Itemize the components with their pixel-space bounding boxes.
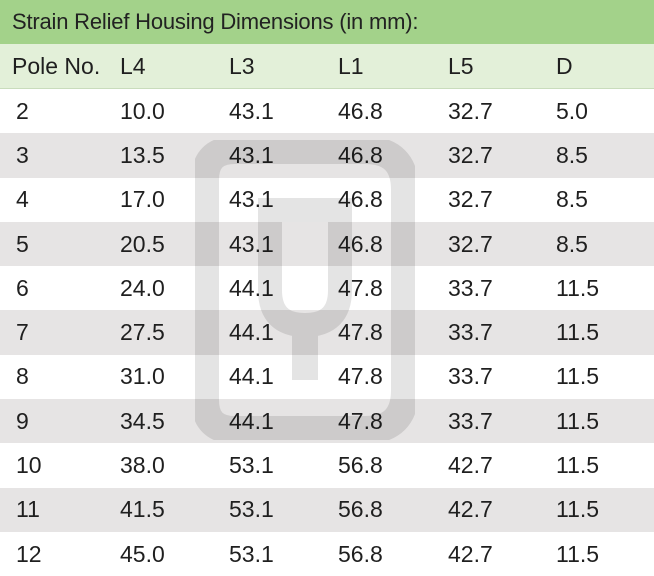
cell-l3: 44.1 [229,319,274,346]
cell-l3: 43.1 [229,230,274,257]
table-body: 2 10.0 43.1 46.8 32.7 5.0 3 13.5 43.1 46… [0,89,654,576]
cell-l4: 38.0 [120,452,165,479]
column-header-l3: L3 [229,52,255,79]
column-header-pole-no: Pole No. [12,52,101,79]
table-header-row: Pole No. L4 L3 L1 L5 D [0,44,654,89]
cell-l3: 53.1 [229,496,274,523]
cell-pole-no: 9 [16,407,29,434]
cell-pole-no: 12 [16,540,42,567]
cell-l1: 46.8 [338,141,383,168]
cell-l4: 45.0 [120,540,165,567]
cell-d: 11.5 [556,407,600,434]
cell-pole-no: 11 [16,496,40,523]
cell-d: 5.0 [556,97,588,124]
cell-l5: 32.7 [448,230,493,257]
cell-l3: 53.1 [229,540,274,567]
table-row: 5 20.5 43.1 46.8 32.7 8.5 [0,221,654,267]
column-header-l5: L5 [448,52,474,79]
cell-l4: 34.5 [120,407,165,434]
cell-l5: 42.7 [448,452,493,479]
cell-l4: 13.5 [120,141,165,168]
table-row: 7 27.5 44.1 47.8 33.7 11.5 [0,310,654,355]
cell-pole-no: 10 [16,452,42,479]
column-header-l4: L4 [120,52,146,79]
cell-l5: 33.7 [448,363,493,390]
cell-l3: 53.1 [229,452,274,479]
cell-pole-no: 5 [16,230,29,257]
table-row: 2 10.0 43.1 46.8 32.7 5.0 [0,89,654,133]
cell-l3: 44.1 [229,407,274,434]
cell-l3: 43.1 [229,141,274,168]
table-row: 8 31.0 44.1 47.8 33.7 11.5 [0,355,654,399]
cell-l4: 41.5 [120,496,165,523]
cell-l5: 33.7 [448,407,493,434]
cell-l5: 33.7 [448,319,493,346]
table-row: 9 34.5 44.1 47.8 33.7 11.5 [0,399,654,444]
cell-l4: 31.0 [120,363,165,390]
cell-l5: 32.7 [448,97,493,124]
cell-l1: 56.8 [338,496,383,523]
cell-pole-no: 6 [16,274,29,301]
column-header-l1: L1 [338,52,364,79]
cell-l4: 24.0 [120,274,165,301]
cell-l5: 42.7 [448,540,493,567]
cell-l4: 10.0 [120,97,165,124]
cell-pole-no: 8 [16,363,29,390]
table-row: 12 45.0 53.1 56.8 42.7 11.5 [0,532,654,576]
cell-d: 11.5 [556,540,600,567]
cell-l1: 56.8 [338,540,383,567]
cell-pole-no: 7 [16,319,29,346]
cell-d: 8.5 [556,186,588,213]
cell-l1: 47.8 [338,274,383,301]
cell-d: 11.5 [556,363,600,390]
table-title: Strain Relief Housing Dimensions (in mm)… [0,0,654,44]
cell-l4: 27.5 [120,319,165,346]
cell-l1: 46.8 [338,186,383,213]
cell-l3: 43.1 [229,186,274,213]
column-header-d: D [556,52,573,79]
cell-l1: 47.8 [338,363,383,390]
cell-l3: 44.1 [229,274,274,301]
table-row: 3 13.5 43.1 46.8 32.7 8.5 [0,133,654,178]
cell-l1: 47.8 [338,319,383,346]
cell-d: 11.5 [556,452,600,479]
cell-pole-no: 4 [16,186,29,213]
cell-l5: 32.7 [448,141,493,168]
cell-d: 11.5 [556,319,600,346]
table-row: 10 38.0 53.1 56.8 42.7 11.5 [0,443,654,487]
table-row: 11 41.5 53.1 56.8 42.7 11.5 [0,487,654,532]
cell-pole-no: 3 [16,141,29,168]
cell-l3: 44.1 [229,363,274,390]
cell-l5: 32.7 [448,186,493,213]
cell-d: 11.5 [556,274,600,301]
table-row: 6 24.0 44.1 47.8 33.7 11.5 [0,266,654,310]
cell-l1: 56.8 [338,452,383,479]
cell-l4: 17.0 [120,186,165,213]
cell-d: 8.5 [556,230,588,257]
cell-l5: 42.7 [448,496,493,523]
table-row: 4 17.0 43.1 46.8 32.7 8.5 [0,178,654,222]
cell-l5: 33.7 [448,274,493,301]
cell-pole-no: 2 [16,97,29,124]
cell-l3: 43.1 [229,97,274,124]
cell-l4: 20.5 [120,230,165,257]
cell-l1: 46.8 [338,97,383,124]
cell-d: 11.5 [556,496,600,523]
cell-l1: 47.8 [338,407,383,434]
cell-d: 8.5 [556,141,588,168]
cell-l1: 46.8 [338,230,383,257]
